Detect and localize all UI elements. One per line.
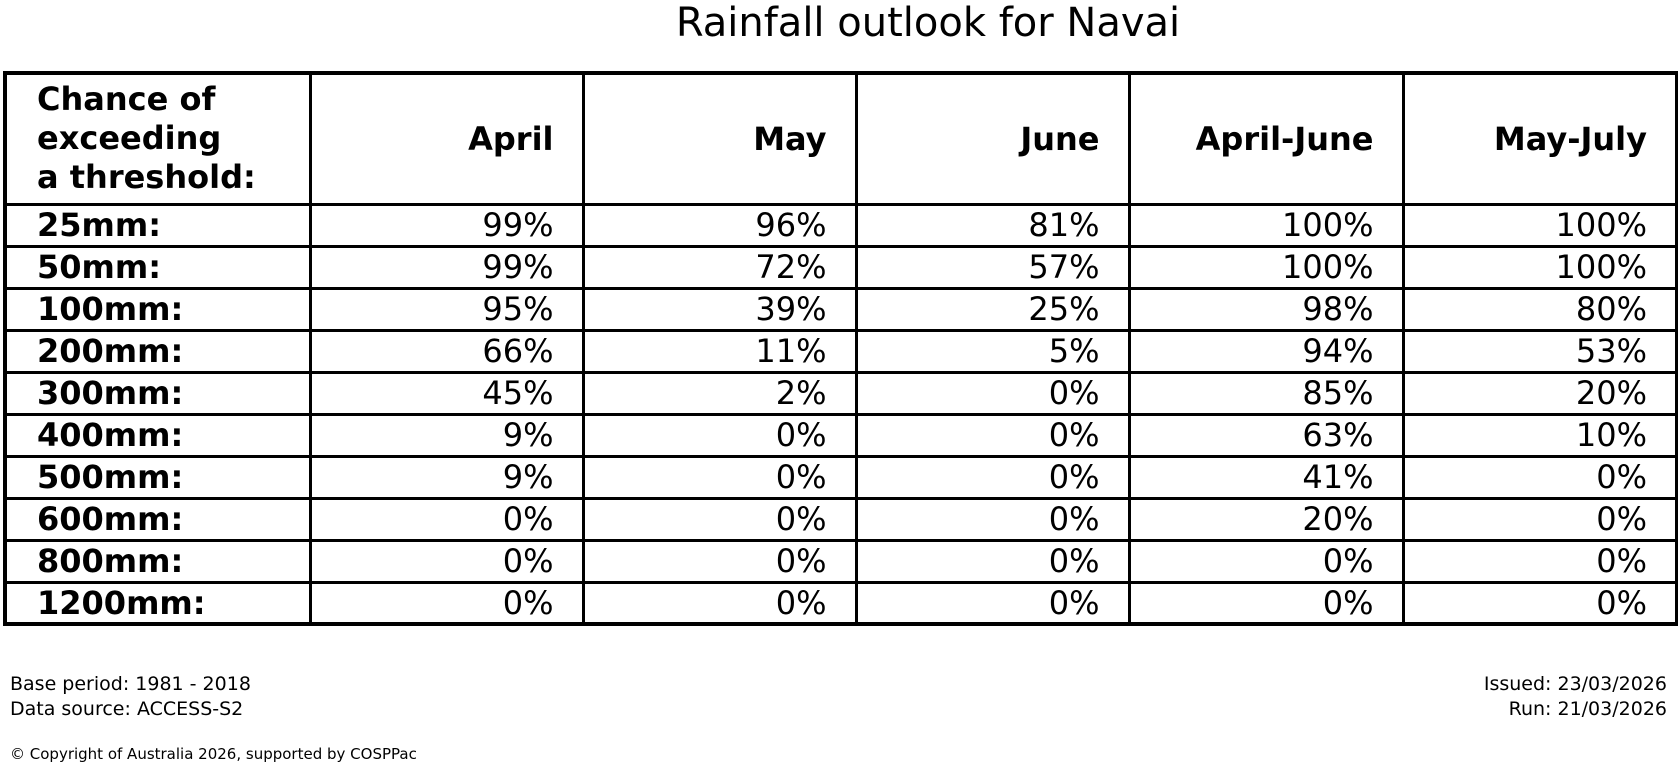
table-body: 25mm: 99% 96% 81% 100% 100% 50mm: 99% 72% 57% 100%… bbox=[3, 202, 1678, 626]
col-header-june: June bbox=[854, 71, 1131, 206]
probability-cell: 5% bbox=[854, 328, 1131, 374]
col-header-april: April bbox=[308, 71, 585, 206]
threshold-label: 100mm: bbox=[3, 286, 312, 332]
probability-cell: 100% bbox=[1401, 202, 1678, 248]
table-row: 300mm: 45% 2% 0% 85% 20% bbox=[3, 370, 1678, 416]
col-header-may: May bbox=[581, 71, 858, 206]
probability-cell: 11% bbox=[581, 328, 858, 374]
threshold-label: 1200mm: bbox=[3, 580, 312, 626]
probability-cell: 0% bbox=[581, 496, 858, 542]
corner-header-line: Chance of bbox=[37, 80, 216, 119]
probability-cell: 9% bbox=[308, 454, 585, 500]
probability-cell: 2% bbox=[581, 370, 858, 416]
probability-cell: 53% bbox=[1401, 328, 1678, 374]
base-period-text: Base period: 1981 - 2018 bbox=[10, 673, 251, 695]
probability-cell: 0% bbox=[854, 496, 1131, 542]
probability-cell: 72% bbox=[581, 244, 858, 290]
threshold-label: 50mm: bbox=[3, 244, 312, 290]
corner-header: Chance of exceeding a threshold: bbox=[3, 71, 312, 206]
probability-cell: 0% bbox=[581, 412, 858, 458]
probability-cell: 100% bbox=[1401, 244, 1678, 290]
table-row: 50mm: 99% 72% 57% 100% 100% bbox=[3, 244, 1678, 290]
col-header-april-june: April-June bbox=[1127, 71, 1405, 206]
header-row: Chance of exceeding a threshold: April M… bbox=[3, 71, 1678, 206]
figure-title: Rainfall outlook for Navai bbox=[675, 0, 1181, 46]
probability-cell: 63% bbox=[1127, 412, 1405, 458]
probability-cell: 0% bbox=[1401, 538, 1678, 584]
probability-cell: 94% bbox=[1127, 328, 1405, 374]
probability-cell: 100% bbox=[1127, 244, 1405, 290]
probability-cell: 0% bbox=[1401, 454, 1678, 500]
probability-cell: 57% bbox=[854, 244, 1131, 290]
probability-cell: 99% bbox=[308, 202, 585, 248]
table-row: 500mm: 9% 0% 0% 41% 0% bbox=[3, 454, 1678, 500]
probability-cell: 0% bbox=[1401, 496, 1678, 542]
probability-cell: 25% bbox=[854, 286, 1131, 332]
probability-cell: 85% bbox=[1127, 370, 1405, 416]
threshold-label: 25mm: bbox=[3, 202, 312, 248]
footer-left: Base period: 1981 - 2018 Data source: AC… bbox=[10, 672, 251, 722]
threshold-label: 400mm: bbox=[3, 412, 312, 458]
table-row: 600mm: 0% 0% 0% 20% 0% bbox=[3, 496, 1678, 542]
probability-cell: 20% bbox=[1401, 370, 1678, 416]
probability-cell: 0% bbox=[854, 538, 1131, 584]
rainfall-probability-table: Chance of exceeding a threshold: April M… bbox=[3, 71, 1678, 626]
threshold-label: 600mm: bbox=[3, 496, 312, 542]
probability-cell: 0% bbox=[1127, 538, 1405, 584]
probability-cell: 0% bbox=[581, 454, 858, 500]
probability-cell: 0% bbox=[308, 496, 585, 542]
threshold-label: 800mm: bbox=[3, 538, 312, 584]
corner-header-line: a threshold: bbox=[37, 158, 256, 197]
probability-cell: 9% bbox=[308, 412, 585, 458]
issued-date-text: Issued: 23/03/2026 bbox=[1483, 673, 1667, 695]
threshold-label: 500mm: bbox=[3, 454, 312, 500]
probability-cell: 0% bbox=[308, 580, 585, 626]
table-row: 25mm: 99% 96% 81% 100% 100% bbox=[3, 202, 1678, 248]
probability-cell: 96% bbox=[581, 202, 858, 248]
probability-cell: 20% bbox=[1127, 496, 1405, 542]
probability-cell: 0% bbox=[854, 580, 1131, 626]
threshold-label: 300mm: bbox=[3, 370, 312, 416]
corner-header-line: exceeding bbox=[37, 119, 222, 158]
probability-cell: 0% bbox=[1127, 580, 1405, 626]
threshold-label: 200mm: bbox=[3, 328, 312, 374]
probability-cell: 80% bbox=[1401, 286, 1678, 332]
table-row: 200mm: 66% 11% 5% 94% 53% bbox=[3, 328, 1678, 374]
table-row: 1200mm: 0% 0% 0% 0% 0% bbox=[3, 580, 1678, 626]
probability-cell: 39% bbox=[581, 286, 858, 332]
data-source-text: Data source: ACCESS-S2 bbox=[10, 698, 244, 720]
probability-cell: 95% bbox=[308, 286, 585, 332]
table-row: 400mm: 9% 0% 0% 63% 10% bbox=[3, 412, 1678, 458]
probability-cell: 100% bbox=[1127, 202, 1405, 248]
probability-cell: 10% bbox=[1401, 412, 1678, 458]
copyright-text: © Copyright of Australia 2026, supported… bbox=[10, 745, 417, 763]
probability-cell: 98% bbox=[1127, 286, 1405, 332]
probability-cell: 99% bbox=[308, 244, 585, 290]
probability-cell: 0% bbox=[854, 412, 1131, 458]
probability-cell: 81% bbox=[854, 202, 1131, 248]
col-header-may-july: May-July bbox=[1401, 71, 1678, 206]
probability-cell: 0% bbox=[854, 370, 1131, 416]
table-row: 800mm: 0% 0% 0% 0% 0% bbox=[3, 538, 1678, 584]
probability-cell: 0% bbox=[581, 580, 858, 626]
probability-cell: 0% bbox=[581, 538, 858, 584]
probability-cell: 41% bbox=[1127, 454, 1405, 500]
probability-cell: 0% bbox=[854, 454, 1131, 500]
table-row: 100mm: 95% 39% 25% 98% 80% bbox=[3, 286, 1678, 332]
probability-cell: 0% bbox=[1401, 580, 1678, 626]
run-date-text: Run: 21/03/2026 bbox=[1508, 698, 1667, 720]
footer-right: Issued: 23/03/2026 Run: 21/03/2026 bbox=[1484, 672, 1667, 722]
probability-cell: 66% bbox=[308, 328, 585, 374]
probability-cell: 45% bbox=[308, 370, 585, 416]
probability-cell: 0% bbox=[308, 538, 585, 584]
